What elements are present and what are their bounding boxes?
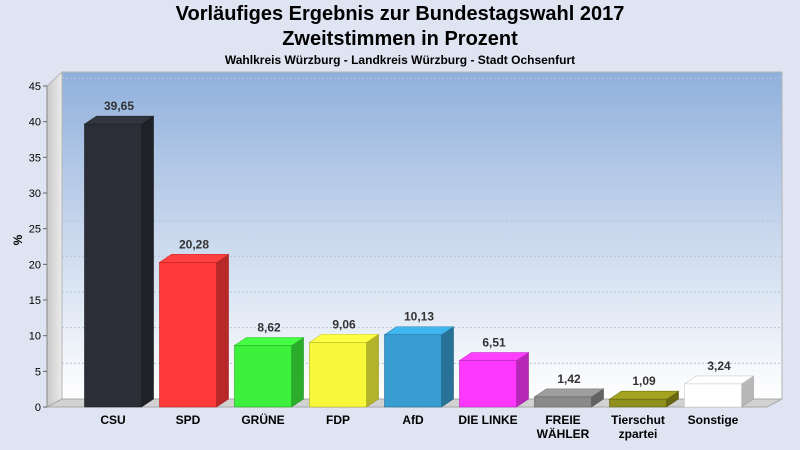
bar-freie-wähler bbox=[533, 388, 605, 408]
chart-district: Wahlkreis Würzburg - Landkreis Würzburg … bbox=[224, 53, 576, 67]
bar-grüne bbox=[233, 336, 305, 408]
y-tick-label: 40 bbox=[29, 117, 41, 129]
y-tick-label: 20 bbox=[29, 259, 41, 271]
y-tick-label: 45 bbox=[29, 81, 41, 93]
bar-layer bbox=[83, 115, 755, 408]
y-tick-label: 10 bbox=[29, 331, 41, 343]
data-label: 3,24 bbox=[707, 359, 731, 373]
chart-title: Vorläufiges Ergebnis zur Bundestagswahl … bbox=[175, 3, 625, 25]
plot-side-wall bbox=[46, 70, 63, 408]
x-tick-label: FDP bbox=[326, 413, 350, 427]
x-tick-label: CSU bbox=[100, 413, 125, 427]
y-tick-label: 15 bbox=[29, 295, 41, 307]
x-tick-label: Sonstige bbox=[688, 413, 739, 427]
chart-subtitle: Zweitstimmen in Prozent bbox=[282, 28, 518, 50]
data-label: 1,42 bbox=[557, 372, 581, 386]
bar-csu bbox=[83, 115, 155, 408]
y-tick-label: 35 bbox=[29, 152, 41, 164]
x-tick-label: WÄHLER bbox=[537, 426, 590, 441]
x-tick-label: SPD bbox=[176, 413, 201, 427]
y-tick-label: 0 bbox=[35, 402, 41, 414]
y-tick-label: 30 bbox=[29, 188, 41, 200]
y-tick-label: 25 bbox=[29, 224, 41, 236]
data-label: 9,06 bbox=[332, 317, 356, 331]
y-tick-layer: 0 5 10 15 20 25 30 35 40 45 bbox=[29, 81, 47, 414]
x-tick-label: AfD bbox=[402, 413, 424, 427]
bar-fdp bbox=[308, 333, 380, 408]
data-label: 39,65 bbox=[104, 99, 134, 113]
y-axis-label: % bbox=[11, 234, 25, 245]
data-label: 6,51 bbox=[482, 336, 506, 350]
data-label: 10,13 bbox=[404, 310, 434, 324]
data-label: 8,62 bbox=[257, 321, 281, 335]
x-tick-label: GRÜNE bbox=[241, 412, 284, 427]
x-tick-label: Tierschut bbox=[611, 413, 665, 427]
label-layer: 39,65 CSU 20,28 SPD 8,62 GRÜNE 9,06 FDP 10,13 AfD… bbox=[100, 99, 738, 441]
x-tick-label: DIE LINKE bbox=[458, 413, 517, 427]
x-tick-label: FREIE bbox=[545, 413, 580, 427]
y-tick-label: 5 bbox=[35, 366, 41, 378]
data-label: 1,09 bbox=[632, 374, 656, 388]
bar-sonstige bbox=[683, 375, 755, 408]
bar-afd bbox=[383, 326, 455, 408]
bar-spd bbox=[158, 253, 230, 408]
bar-die-linke bbox=[458, 352, 530, 408]
x-tick-label: zpartei bbox=[619, 427, 658, 441]
bar-tierschutzpartei bbox=[608, 390, 680, 408]
data-label: 20,28 bbox=[179, 237, 209, 251]
